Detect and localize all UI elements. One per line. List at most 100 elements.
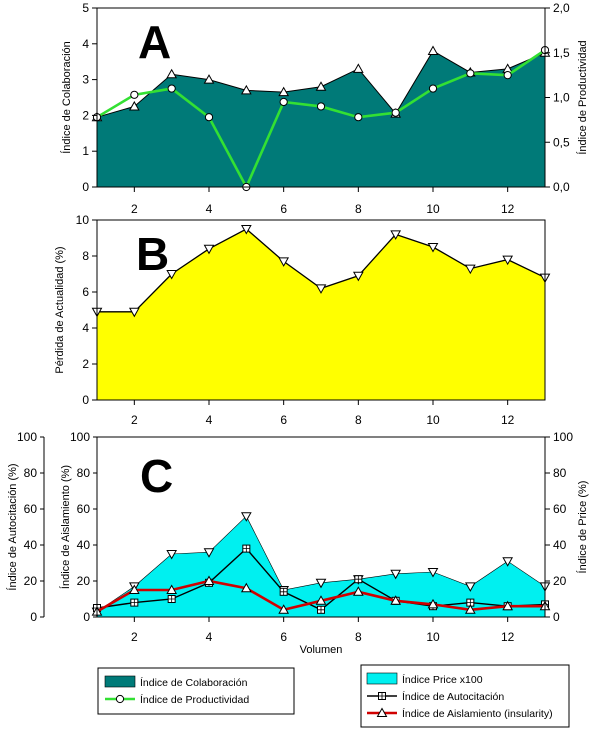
legend-marker-isolation bbox=[376, 707, 388, 717]
collaboration-point bbox=[352, 63, 364, 73]
actualidad-point bbox=[352, 271, 364, 282]
price-point bbox=[502, 557, 514, 567]
1-x-tick-label: 10 bbox=[426, 413, 440, 427]
productivity-point bbox=[428, 84, 438, 93]
collaboration-point bbox=[278, 86, 290, 97]
panel-b-letter: B bbox=[136, 228, 169, 280]
legend-right-label: Índice de Autocitación bbox=[402, 690, 504, 703]
productivity-point bbox=[167, 84, 176, 93]
price-point bbox=[464, 582, 476, 592]
panel-a-left-tick-label: 4 bbox=[82, 37, 89, 51]
actualidad-point bbox=[278, 257, 290, 267]
0-x-tick-label: 6 bbox=[280, 202, 287, 216]
panel-c-frame bbox=[96, 436, 546, 618]
productivity-point bbox=[391, 108, 400, 117]
actualidad-point bbox=[240, 225, 252, 235]
panel-a-left-tick-label: 1 bbox=[82, 144, 89, 158]
panel-c-right-tick-label: 100 bbox=[553, 430, 573, 444]
panel-a-left-tick-label: 0 bbox=[82, 180, 89, 194]
panel-c-ylabel: Índice de Autocitación (%) bbox=[6, 463, 19, 590]
panel-a-right-tick-label: 0,5 bbox=[553, 135, 570, 149]
panel-b-left-tick-label: 2 bbox=[82, 357, 89, 371]
isolation-point bbox=[128, 584, 140, 594]
1-x-tick-label: 6 bbox=[280, 413, 287, 427]
panel-c-right-tick-label: 40 bbox=[553, 538, 567, 552]
panel-a-ylabel: Índice de Colaboración bbox=[60, 41, 73, 154]
legend-swatch-price bbox=[366, 672, 398, 685]
price-area bbox=[96, 515, 546, 618]
panel-c-outer-left-tick-label: 40 bbox=[24, 538, 38, 552]
panel-a-left-tick-label: 5 bbox=[82, 1, 89, 15]
2-x-tick-label: 4 bbox=[206, 630, 213, 644]
productivity-point bbox=[130, 90, 139, 99]
productivity-point bbox=[204, 113, 214, 122]
isolation-point bbox=[278, 604, 290, 614]
isolation-point bbox=[427, 598, 439, 609]
productivity-point bbox=[354, 113, 363, 122]
productivity-point bbox=[466, 69, 475, 78]
panel-a-y2label: Índice de Productividad bbox=[576, 40, 589, 154]
panel-b: 2 4 6 8 10 12 0 2 4 6 8 10 Pérdida de Actualidad (%)… bbox=[54, 213, 551, 427]
autocitation-point bbox=[130, 598, 139, 607]
price-point bbox=[240, 512, 252, 522]
collaboration-point bbox=[128, 100, 140, 111]
1-x-tick-label: 2 bbox=[131, 413, 138, 427]
panel-c-xlabel: Volumen bbox=[300, 644, 343, 656]
isolation-point bbox=[240, 582, 252, 593]
panel-c-outer-left-tick-label: 0 bbox=[30, 610, 37, 624]
panel-b-frame bbox=[96, 219, 546, 401]
actualidad-point bbox=[502, 255, 514, 266]
price-point bbox=[390, 569, 402, 580]
collaboration-point bbox=[166, 68, 178, 79]
autocitation-point bbox=[317, 605, 325, 614]
panel-a-left-tick-label: 3 bbox=[82, 73, 89, 87]
1-x-tick-label: 8 bbox=[355, 413, 362, 427]
collaboration-point bbox=[240, 84, 252, 95]
autocitation-point bbox=[167, 595, 176, 603]
autocitation-point bbox=[279, 587, 288, 596]
isolation-point bbox=[502, 600, 514, 611]
panel-a-right-tick-label: 1,0 bbox=[553, 91, 570, 105]
panel-c-right-tick-label: 0 bbox=[553, 610, 560, 624]
panel-a-right-tick-label: 1,5 bbox=[553, 46, 570, 60]
actualidad-point bbox=[390, 230, 402, 240]
2-x-tick-label: 8 bbox=[355, 630, 362, 644]
autocitation-point bbox=[354, 575, 363, 584]
panel-c-right-tick-label: 60 bbox=[553, 502, 567, 516]
collaboration-point bbox=[203, 74, 215, 84]
panel-c-inner-left-tick-label: 40 bbox=[77, 538, 91, 552]
isolation-point bbox=[352, 586, 364, 596]
1-x-tick-label: 12 bbox=[501, 413, 515, 427]
legend-left-label: Índice de Colaboración bbox=[140, 676, 248, 689]
2-x-tick-label: 2 bbox=[131, 630, 138, 644]
panel-a-right-tick-label: 0,0 bbox=[553, 180, 570, 194]
panel-c-right-tick-label: 80 bbox=[553, 466, 567, 480]
legend-left-box bbox=[97, 667, 295, 715]
panel-b-left-tick-label: 8 bbox=[82, 249, 89, 263]
2-x-tick-label: 12 bbox=[501, 630, 515, 644]
isolation-point bbox=[203, 575, 215, 585]
panel-a-left-tick-label: 2 bbox=[82, 108, 89, 122]
panel-a-letter: A bbox=[138, 16, 171, 68]
legend-right-label: Índice Price x100 bbox=[402, 673, 483, 686]
legends: Índice de Colaboración Índice de Producti… bbox=[97, 664, 570, 728]
actualidad-point bbox=[128, 307, 140, 318]
price-point bbox=[427, 568, 439, 578]
panel-c-ylabel-inner: Índice de Aislamiento (%) bbox=[59, 465, 72, 589]
price-point bbox=[166, 550, 178, 560]
panel-c: 2 4 6 8 10 12 0 20 40 60 80 100 0 20 40 60 80 100 0 20 40 60 8… bbox=[6, 430, 589, 656]
actualidad-point bbox=[315, 284, 327, 294]
isolation-point bbox=[315, 595, 327, 605]
panel-c-inner-left-tick-label: 60 bbox=[77, 502, 91, 516]
0-x-tick-label: 12 bbox=[501, 202, 515, 216]
panel-c-letter: C bbox=[140, 450, 173, 502]
0-x-tick-label: 8 bbox=[355, 202, 362, 216]
isolation-point bbox=[390, 595, 402, 605]
1-x-tick-label: 4 bbox=[206, 413, 213, 427]
panel-c-y2label: Índice de Price (%) bbox=[576, 481, 589, 574]
0-x-tick-label: 2 bbox=[131, 202, 138, 216]
2-x-tick-label: 10 bbox=[426, 630, 440, 644]
2-x-tick-label: 6 bbox=[280, 630, 287, 644]
